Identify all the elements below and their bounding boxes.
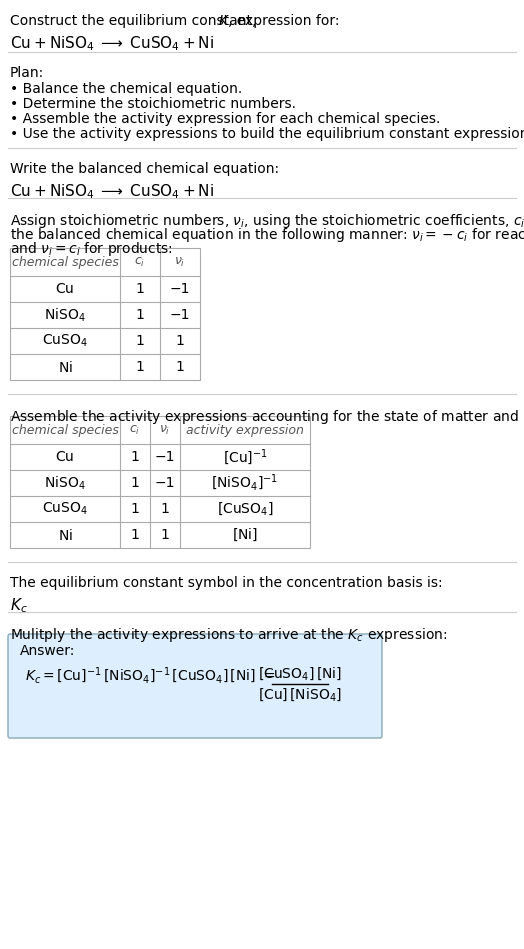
Text: $\mathrm{CuSO_4}$: $\mathrm{CuSO_4}$ xyxy=(42,501,88,517)
Text: $\mathrm{Cu}$: $\mathrm{Cu}$ xyxy=(56,450,74,464)
Text: • Balance the chemical equation.: • Balance the chemical equation. xyxy=(10,82,242,96)
Text: activity expression: activity expression xyxy=(186,423,304,437)
Text: $K$: $K$ xyxy=(218,14,230,28)
Bar xyxy=(10,248,200,380)
Text: −1: −1 xyxy=(155,450,175,464)
Text: $\nu_i$: $\nu_i$ xyxy=(174,255,185,269)
Text: −1: −1 xyxy=(155,476,175,490)
FancyBboxPatch shape xyxy=(8,634,382,738)
Text: the balanced chemical equation in the following manner: $\nu_i = -c_i$ for react: the balanced chemical equation in the fo… xyxy=(10,226,524,244)
Text: The equilibrium constant symbol in the concentration basis is:: The equilibrium constant symbol in the c… xyxy=(10,576,443,590)
Text: $[\mathrm{Cu}]^{-1}$: $[\mathrm{Cu}]^{-1}$ xyxy=(223,447,267,467)
Text: $\nu_i$: $\nu_i$ xyxy=(159,423,171,437)
Text: 1: 1 xyxy=(130,450,139,464)
Text: 1: 1 xyxy=(136,334,145,348)
Text: $c_i$: $c_i$ xyxy=(134,255,146,269)
Text: $[\mathrm{NiSO_4}]^{-1}$: $[\mathrm{NiSO_4}]^{-1}$ xyxy=(212,473,279,493)
Text: Plan:: Plan: xyxy=(10,66,44,80)
Bar xyxy=(10,416,310,548)
Text: chemical species: chemical species xyxy=(12,255,118,269)
Text: $\mathrm{Ni}$: $\mathrm{Ni}$ xyxy=(58,360,72,375)
Text: $K_c$: $K_c$ xyxy=(10,596,28,615)
Text: $\mathrm{Cu + NiSO_4 \;\longrightarrow\; CuSO_4 + Ni}$: $\mathrm{Cu + NiSO_4 \;\longrightarrow\;… xyxy=(10,182,214,200)
Text: 1: 1 xyxy=(136,308,145,322)
Text: $\mathrm{Cu + NiSO_4 \;\longrightarrow\; CuSO_4 + Ni}$: $\mathrm{Cu + NiSO_4 \;\longrightarrow\;… xyxy=(10,34,214,53)
Text: $[\mathrm{Cu}]\,[\mathrm{NiSO_4}]$: $[\mathrm{Cu}]\,[\mathrm{NiSO_4}]$ xyxy=(258,686,342,703)
Text: 1: 1 xyxy=(130,528,139,542)
Text: chemical species: chemical species xyxy=(12,423,118,437)
Text: Mulitply the activity expressions to arrive at the $K_c$ expression:: Mulitply the activity expressions to arr… xyxy=(10,626,447,644)
Text: Assign stoichiometric numbers, $\nu_i$, using the stoichiometric coefficients, $: Assign stoichiometric numbers, $\nu_i$, … xyxy=(10,212,524,230)
Text: 1: 1 xyxy=(176,360,184,374)
Text: Write the balanced chemical equation:: Write the balanced chemical equation: xyxy=(10,162,279,176)
Text: $\mathrm{NiSO_4}$: $\mathrm{NiSO_4}$ xyxy=(44,307,86,324)
Text: 1: 1 xyxy=(160,528,169,542)
Text: $\mathrm{CuSO_4}$: $\mathrm{CuSO_4}$ xyxy=(42,333,88,349)
Text: $[\mathrm{Ni}]$: $[\mathrm{Ni}]$ xyxy=(232,527,258,543)
Text: , expression for:: , expression for: xyxy=(228,14,340,28)
Text: 1: 1 xyxy=(130,476,139,490)
Text: 1: 1 xyxy=(136,360,145,374)
Text: and $\nu_i = c_i$ for products:: and $\nu_i = c_i$ for products: xyxy=(10,240,173,258)
Text: −1: −1 xyxy=(170,282,190,296)
Text: $\mathrm{Cu}$: $\mathrm{Cu}$ xyxy=(56,282,74,296)
Text: Construct the equilibrium constant,: Construct the equilibrium constant, xyxy=(10,14,261,28)
Text: 1: 1 xyxy=(176,334,184,348)
Text: • Use the activity expressions to build the equilibrium constant expression.: • Use the activity expressions to build … xyxy=(10,127,524,141)
Text: $[\mathrm{CuSO_4}]$: $[\mathrm{CuSO_4}]$ xyxy=(216,501,274,517)
Text: Assemble the activity expressions accounting for the state of matter and $\nu_i$: Assemble the activity expressions accoun… xyxy=(10,408,524,426)
Text: 1: 1 xyxy=(130,502,139,516)
Text: $[\mathrm{CuSO_4}]\,[\mathrm{Ni}]$: $[\mathrm{CuSO_4}]\,[\mathrm{Ni}]$ xyxy=(258,665,342,682)
Text: $K_c = [\mathrm{Cu}]^{-1}\,[\mathrm{NiSO_4}]^{-1}\,[\mathrm{CuSO_4}]\,[\mathrm{N: $K_c = [\mathrm{Cu}]^{-1}\,[\mathrm{NiSO… xyxy=(25,666,282,686)
Text: • Determine the stoichiometric numbers.: • Determine the stoichiometric numbers. xyxy=(10,97,296,111)
Text: $\mathrm{NiSO_4}$: $\mathrm{NiSO_4}$ xyxy=(44,474,86,492)
Text: • Assemble the activity expression for each chemical species.: • Assemble the activity expression for e… xyxy=(10,112,440,126)
Text: 1: 1 xyxy=(136,282,145,296)
Text: $\mathrm{Ni}$: $\mathrm{Ni}$ xyxy=(58,528,72,543)
Text: $c_i$: $c_i$ xyxy=(129,423,140,437)
Text: 1: 1 xyxy=(160,502,169,516)
Text: Answer:: Answer: xyxy=(20,644,75,658)
Text: −1: −1 xyxy=(170,308,190,322)
